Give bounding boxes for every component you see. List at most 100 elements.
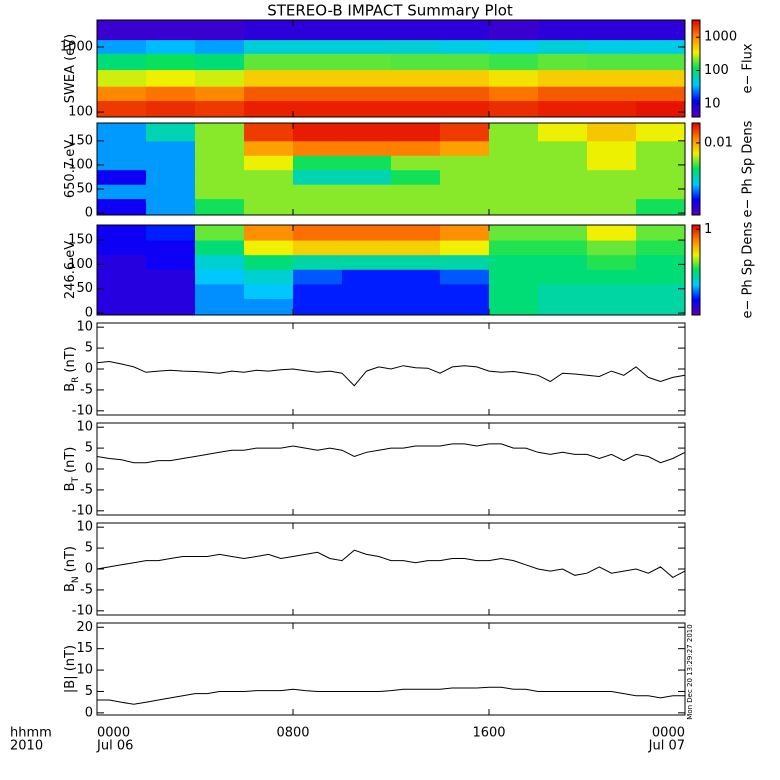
heatmap-cell xyxy=(538,198,588,216)
heatmap-cell xyxy=(97,240,147,256)
x-tick-label: 1600 xyxy=(472,726,505,741)
heatmap-cell xyxy=(146,225,196,241)
heatmap-cell xyxy=(342,240,392,256)
heatmap-cell xyxy=(538,123,588,142)
heatmap-cell xyxy=(97,254,147,270)
heatmap-cell xyxy=(391,198,441,216)
heatmap-cell xyxy=(391,20,441,41)
y-axis-label: 246.6 eV xyxy=(63,241,78,299)
y-tick-label: 10 xyxy=(76,520,93,535)
y-label-subscript: T xyxy=(71,476,81,483)
heatmap-cell xyxy=(587,169,637,185)
heatmap-cell xyxy=(489,184,539,200)
heatmap-cell xyxy=(636,155,686,171)
heatmap-cell xyxy=(146,20,196,41)
panel-frame xyxy=(96,224,686,316)
heatmap-cell xyxy=(97,53,147,71)
heatmap-cell xyxy=(636,20,686,41)
heatmap-cell xyxy=(195,155,245,171)
heatmap-cell xyxy=(587,184,637,200)
heatmap-cell xyxy=(244,269,294,285)
heatmap-cell xyxy=(489,240,539,256)
heatmap-cell xyxy=(538,225,588,241)
colorbar xyxy=(692,123,700,215)
heatmap-cell xyxy=(146,86,196,102)
heatmap-cell xyxy=(342,20,392,41)
y-axis-label: BT (nT) xyxy=(63,447,81,492)
heatmap-cell xyxy=(244,283,294,299)
y-tick-label: 10 xyxy=(76,320,93,335)
y-axis-label: |B| (nT) xyxy=(63,645,78,693)
colorbar-tick-label: 1000 xyxy=(704,30,737,45)
y-tick-label: 0 xyxy=(85,362,93,377)
colorbar-frame xyxy=(691,122,701,216)
y-tick-label: -5 xyxy=(80,382,93,397)
heatmap-cell xyxy=(538,298,588,316)
heatmap-cell xyxy=(195,225,245,241)
heatmap-cell xyxy=(587,254,637,270)
heatmap-cell xyxy=(587,53,637,71)
x-date-label: Jul 07 xyxy=(648,739,685,754)
heatmap-cell xyxy=(587,20,637,41)
heatmap-cell xyxy=(97,140,147,156)
heatmap-cell xyxy=(489,254,539,270)
heatmap-cell xyxy=(489,155,539,171)
heatmap-cell xyxy=(440,140,490,156)
heatmap-cell xyxy=(391,100,441,118)
heatmap-cell xyxy=(538,283,588,299)
y-tick-label: 100 xyxy=(68,105,93,120)
heatmap-cell xyxy=(342,283,392,299)
y-tick-label: 1000 xyxy=(60,40,93,55)
heatmap-cell xyxy=(342,140,392,156)
heatmap-cell xyxy=(195,123,245,142)
heatmap-cell xyxy=(195,100,245,118)
heatmap-cell xyxy=(391,86,441,102)
y-label-text: 650.7 eV xyxy=(63,140,78,198)
heatmap-cell xyxy=(97,86,147,102)
heatmap-cell xyxy=(587,100,637,118)
heatmap-cell xyxy=(587,86,637,102)
heatmap-cell xyxy=(538,169,588,185)
y-tick-label: -10 xyxy=(72,603,93,618)
heatmap-cell xyxy=(195,39,245,54)
heatmap-cell xyxy=(489,298,539,316)
heatmap-cell xyxy=(538,269,588,285)
y-tick-label: -10 xyxy=(72,503,93,518)
heatmap-cell xyxy=(636,69,686,87)
heatmap-cell xyxy=(146,53,196,71)
heatmap-cell xyxy=(587,198,637,216)
heatmap-cell xyxy=(587,69,637,87)
heatmap-cell xyxy=(195,240,245,256)
x-tick-label: 0800 xyxy=(276,726,309,741)
y-tick-label: 50 xyxy=(76,281,93,296)
y-tick-label: 20 xyxy=(76,620,93,635)
heatmap-cell xyxy=(244,225,294,241)
heatmap-cell xyxy=(342,169,392,185)
heatmap-cell xyxy=(293,53,343,71)
heatmap-cell xyxy=(538,69,588,87)
heatmap-cell xyxy=(146,254,196,270)
heatmap-cell xyxy=(391,240,441,256)
heatmap-cell xyxy=(244,254,294,270)
heatmap-cell xyxy=(342,269,392,285)
heatmap-cell xyxy=(97,184,147,200)
heatmap-cell xyxy=(97,198,147,216)
heatmap-cell xyxy=(146,240,196,256)
heatmap-cell xyxy=(97,169,147,185)
y-label-symbol: B xyxy=(63,383,78,392)
heatmap-cell xyxy=(293,283,343,299)
y-tick-label: 10 xyxy=(76,663,93,678)
y-label-symbol: B xyxy=(63,482,78,491)
heatmap-cell xyxy=(538,184,588,200)
y-axis-label: BR (nT) xyxy=(63,346,81,392)
heatmap-cell xyxy=(195,140,245,156)
heatmap-cell xyxy=(587,240,637,256)
heatmap-cell xyxy=(293,155,343,171)
heatmap-cell xyxy=(391,283,441,299)
y-tick-label: 5 xyxy=(85,441,93,456)
y-label-unit: (nT) xyxy=(63,546,78,572)
panel-frame xyxy=(96,122,686,216)
heatmap-cell xyxy=(244,169,294,185)
heatmap-cell xyxy=(342,69,392,87)
heatmap-cell xyxy=(489,20,539,41)
